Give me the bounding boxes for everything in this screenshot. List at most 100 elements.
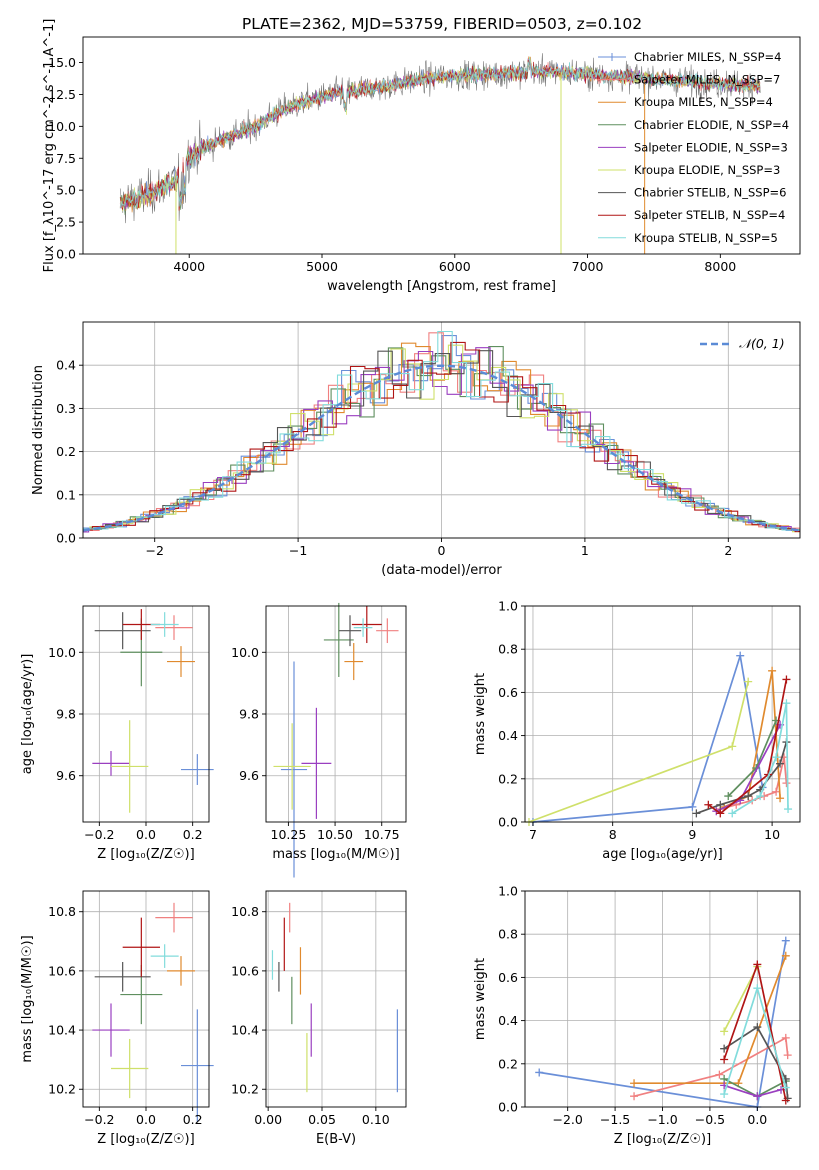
y-tick-label: 0.6 bbox=[498, 685, 518, 700]
weight-point bbox=[744, 792, 753, 801]
legend-label: Chabrier ELODIE, N_SSP=4 bbox=[634, 118, 789, 132]
weight-point bbox=[716, 809, 725, 818]
y-tick-label: 0.2 bbox=[56, 444, 76, 459]
weight-point bbox=[782, 779, 791, 788]
x-axis-label: mass [log₁₀(M/M☉)] bbox=[272, 847, 399, 862]
x-tick-label: 0.00 bbox=[254, 1112, 282, 1127]
y-tick-label: 9.8 bbox=[56, 707, 76, 722]
y-tick-label: 7.5 bbox=[56, 151, 76, 166]
y-tick-label: 10.0 bbox=[231, 645, 259, 660]
weight-point bbox=[736, 651, 745, 660]
weight-point bbox=[630, 1092, 639, 1101]
weight-point bbox=[781, 1033, 790, 1042]
y-axis-label: mass [log₁₀(M/M☉)] bbox=[20, 935, 35, 1062]
panel-age_vs_mass: 10.25 10.50 10.75 9.6 9.8 10.0 mass [log₁₀(M/M… bbox=[231, 602, 407, 878]
weight-point bbox=[784, 805, 793, 814]
x-tick-label: 10.50 bbox=[317, 827, 353, 842]
weight-series-line bbox=[723, 966, 759, 1032]
y-axis-label: mass weight bbox=[473, 958, 488, 1040]
x-tick-label: 2 bbox=[724, 543, 732, 558]
x-tick-label: 6000 bbox=[439, 259, 471, 274]
spectrum-series-line bbox=[119, 62, 761, 215]
y-axis-label: age [log₁₀(age/yr)] bbox=[20, 654, 35, 775]
histogram-outline bbox=[83, 341, 800, 533]
y-tick-label: 1.0 bbox=[498, 884, 518, 899]
x-tick-label: 0.0 bbox=[136, 1112, 156, 1127]
panel-spectrum: 4000 5000 6000 7000 8000 0.0 2.5 5.0 7.5 10.0 12.5… bbox=[42, 19, 801, 294]
y-tick-label: 0.2 bbox=[498, 1056, 518, 1071]
weight-point bbox=[781, 936, 790, 945]
x-axis-label: (data-model)/error bbox=[381, 563, 502, 578]
x-tick-label: −2.0 bbox=[552, 1112, 582, 1127]
y-tick-label: 0.0 bbox=[56, 247, 76, 262]
x-tick-label: 4000 bbox=[173, 259, 205, 274]
legend-label: Chabrier MILES, N_SSP=4 bbox=[634, 50, 781, 64]
weight-point bbox=[776, 759, 785, 768]
x-tick-label: 8 bbox=[609, 827, 617, 842]
x-tick-label: 10.75 bbox=[364, 827, 400, 842]
spectrum-series-line bbox=[119, 60, 761, 211]
plot-area-residuals bbox=[83, 330, 800, 533]
y-tick-label: 9.6 bbox=[56, 768, 76, 783]
legend-label: Kroupa STELIB, N_SSP=5 bbox=[634, 231, 778, 245]
weight-point bbox=[782, 675, 791, 684]
plot-area-mass_vs_ebv bbox=[271, 902, 398, 1093]
weight-point bbox=[772, 753, 781, 762]
y-tick-label: 10.0 bbox=[48, 119, 76, 134]
y-axis-label: Flux [f_λ10^-17 erg cm^-2 s^-1 A^-1] bbox=[42, 19, 57, 273]
weight-point bbox=[715, 1070, 724, 1079]
weight-series-line bbox=[723, 1025, 789, 1099]
plot-area-age_vs_Z bbox=[92, 609, 214, 813]
x-tick-label: 7 bbox=[529, 827, 537, 842]
legend-label: Chabrier STELIB, N_SSP=6 bbox=[634, 186, 786, 200]
plot-area-spectrum bbox=[119, 53, 761, 254]
legend-label: Salpeter MILES, N_SSP=7 bbox=[634, 73, 780, 87]
legend-label: Kroupa ELODIE, N_SSP=3 bbox=[634, 163, 780, 177]
y-tick-label: 0.0 bbox=[498, 1100, 518, 1115]
y-tick-label: 1.0 bbox=[498, 599, 518, 614]
weight-point bbox=[782, 699, 791, 708]
weight-series-line bbox=[707, 679, 788, 815]
weight-point bbox=[753, 1092, 762, 1101]
y-axis-label: Normed distribution bbox=[31, 365, 46, 495]
x-tick-label: 10 bbox=[764, 827, 780, 842]
x-tick-label: 0.0 bbox=[136, 827, 156, 842]
figure-title: PLATE=2362, MJD=53759, FIBERID=0503, z=0… bbox=[242, 15, 642, 33]
x-tick-label: 8000 bbox=[704, 259, 736, 274]
weight-point bbox=[724, 792, 733, 801]
spectrum-series-line bbox=[119, 56, 761, 209]
plot-area-weight_vs_age bbox=[524, 651, 793, 826]
spectrum-series-line bbox=[119, 53, 761, 224]
weight-point bbox=[744, 677, 753, 686]
weight-point bbox=[781, 951, 790, 960]
weight-point bbox=[716, 800, 725, 809]
y-tick-label: 0.8 bbox=[498, 927, 518, 942]
x-tick-label: 1 bbox=[581, 543, 589, 558]
plot-area-mass_vs_Z bbox=[92, 902, 214, 1122]
x-tick-label: 0.0 bbox=[747, 1112, 767, 1127]
legend-label: Salpeter ELODIE, N_SSP=3 bbox=[634, 140, 788, 154]
weight-point bbox=[772, 787, 781, 796]
x-tick-label: −2 bbox=[145, 543, 163, 558]
weight-point bbox=[753, 984, 762, 993]
axes-frame bbox=[82, 36, 801, 255]
y-tick-label: 10.2 bbox=[231, 1082, 259, 1097]
weight-point bbox=[720, 1090, 729, 1099]
x-tick-label: 0.05 bbox=[308, 1112, 336, 1127]
x-tick-label: −1 bbox=[289, 543, 307, 558]
weight-point bbox=[535, 1068, 544, 1077]
weight-point bbox=[783, 1051, 792, 1060]
x-axis-label: age [log₁₀(age/yr)] bbox=[602, 847, 723, 862]
axes-frame bbox=[524, 605, 801, 823]
y-tick-label: 0.6 bbox=[498, 970, 518, 985]
weight-point bbox=[756, 792, 765, 801]
weight-point bbox=[704, 800, 713, 809]
y-tick-label: 12.5 bbox=[48, 87, 76, 102]
x-axis-label: E(B-V) bbox=[316, 1132, 356, 1147]
y-tick-label: 5.0 bbox=[56, 183, 76, 198]
legend-label: Kroupa MILES, N_SSP=4 bbox=[634, 95, 773, 109]
x-tick-label: 0.2 bbox=[183, 1112, 203, 1127]
panel-mass_vs_Z: −0.2 0.0 0.2 10.2 10.4 10.6 10.8 Z [log₁₀(Z/Z☉)… bbox=[20, 890, 214, 1147]
y-tick-label: 2.5 bbox=[56, 215, 76, 230]
